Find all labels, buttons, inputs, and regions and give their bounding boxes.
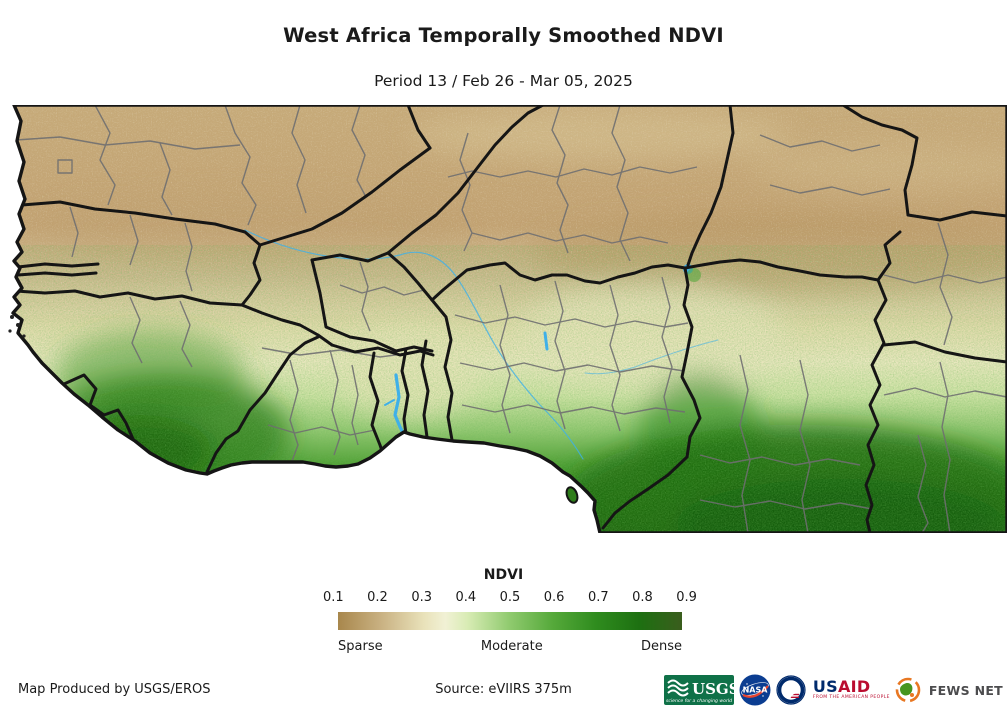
legend-band-moderate: Moderate	[480, 639, 543, 654]
period-subtitle: Period 13 / Feb 26 - Mar 05, 2025	[374, 72, 633, 90]
source-text: Source: eVIIRS 375m	[435, 682, 572, 697]
usgs-wave-icon	[667, 679, 689, 697]
usaid-tagline: FROM THE AMERICAN PEOPLE	[812, 695, 890, 701]
usaid-seal-icon	[776, 675, 806, 705]
fewsnet-logo-text: FEWS NET	[928, 682, 1003, 698]
produced-by-text: Map Produced by USGS/EROS	[18, 682, 211, 697]
svg-text:USGS: USGS	[692, 680, 734, 698]
legend-tick-labels: 0.1 0.2 0.3 0.4 0.5 0.6 0.7 0.8 0.9	[323, 590, 697, 605]
usaid-us-text: US	[812, 677, 838, 697]
country-borders	[14, 105, 1007, 533]
nasa-logo: NASA	[739, 674, 771, 706]
legend-tick: 0.9	[676, 590, 697, 605]
page-title: West Africa Temporally Smoothed NDVI	[283, 24, 724, 47]
agency-logos: USGS science for a changing world NASA U…	[663, 672, 1003, 708]
legend-band-sparse: Sparse	[338, 639, 383, 654]
svg-text:science for a changing world: science for a changing world	[666, 698, 732, 704]
admin-borders	[15, 105, 1007, 533]
fewsnet-globe-icon	[895, 677, 921, 703]
bioko-island	[565, 486, 579, 504]
usaid-logo: USAID FROM THE AMERICAN PEOPLE	[813, 679, 890, 701]
land-surface	[13, 105, 1007, 533]
legend-band-labels: Sparse Moderate Dense	[338, 639, 682, 654]
legend-tick: 0.3	[411, 590, 432, 605]
legend-tick: 0.6	[543, 590, 565, 605]
legend-tick: 0.1	[323, 590, 344, 605]
legend-tick: 0.2	[367, 590, 388, 605]
legend-tick: 0.5	[499, 590, 521, 605]
svg-text:NASA: NASA	[742, 686, 768, 695]
legend-title: NDVI	[483, 567, 524, 583]
usaid-aid-text: AID	[837, 677, 871, 697]
legend-band-dense: Dense	[640, 639, 682, 654]
west-africa-ndvi-map	[0, 105, 1007, 533]
legend-gradient-bar	[338, 612, 682, 630]
usgs-logo: USGS science for a changing world	[663, 675, 734, 705]
legend-tick: 0.8	[632, 590, 653, 605]
legend-tick: 0.7	[587, 590, 609, 605]
legend-tick: 0.4	[455, 590, 477, 605]
islands	[8, 315, 579, 504]
